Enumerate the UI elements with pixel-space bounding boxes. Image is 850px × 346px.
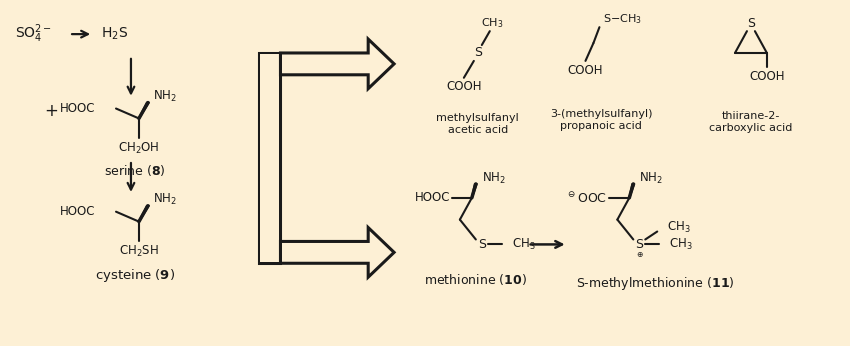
Text: serine ($\mathbf{8}$): serine ($\mathbf{8}$) <box>104 163 166 177</box>
Text: S: S <box>473 46 482 60</box>
Bar <box>258 53 280 263</box>
Text: S$-$CH$_3$: S$-$CH$_3$ <box>604 12 643 26</box>
Text: CH$_3$: CH$_3$ <box>667 220 691 235</box>
Text: 3-(methylsulfanyl): 3-(methylsulfanyl) <box>550 109 653 119</box>
Text: carboxylic acid: carboxylic acid <box>709 124 792 133</box>
Text: methylsulfanyl: methylsulfanyl <box>436 113 519 124</box>
Text: COOH: COOH <box>568 64 604 77</box>
Text: CH$_2$SH: CH$_2$SH <box>119 244 159 259</box>
Text: $^\ominus$OOC: $^\ominus$OOC <box>566 190 608 205</box>
Polygon shape <box>280 228 394 277</box>
Text: S: S <box>747 17 755 30</box>
Text: thiirane-2-: thiirane-2- <box>722 111 780 121</box>
Text: propanoic acid: propanoic acid <box>560 121 643 131</box>
Text: NH$_2$: NH$_2$ <box>639 171 663 185</box>
Text: SO$_4^{2-}$: SO$_4^{2-}$ <box>15 23 53 45</box>
Text: methionine ($\mathbf{10}$): methionine ($\mathbf{10}$) <box>424 272 527 286</box>
Text: $^\oplus$: $^\oplus$ <box>635 251 644 261</box>
Text: CH$_3$: CH$_3$ <box>480 16 503 30</box>
Text: cysteine ($\mathbf{9}$): cysteine ($\mathbf{9}$) <box>95 267 175 284</box>
Text: CH$_3$: CH$_3$ <box>512 237 536 252</box>
Polygon shape <box>280 39 394 89</box>
Text: NH$_2$: NH$_2$ <box>153 192 177 207</box>
Text: COOH: COOH <box>446 80 482 93</box>
Text: CH$_2$OH: CH$_2$OH <box>118 141 160 156</box>
Text: +: + <box>44 101 58 119</box>
Text: COOH: COOH <box>749 70 785 83</box>
Text: HOOC: HOOC <box>60 102 95 115</box>
Text: S: S <box>478 238 486 251</box>
Text: S-methylmethionine ($\mathbf{11}$): S-methylmethionine ($\mathbf{11}$) <box>576 275 734 292</box>
Text: NH$_2$: NH$_2$ <box>482 171 506 185</box>
Text: acetic acid: acetic acid <box>448 125 508 135</box>
Text: CH$_3$: CH$_3$ <box>669 237 693 252</box>
Text: HOOC: HOOC <box>60 205 95 218</box>
Text: H$_2$S: H$_2$S <box>101 26 128 42</box>
Text: HOOC: HOOC <box>415 191 450 204</box>
Text: S: S <box>635 238 643 251</box>
Bar <box>260 54 279 262</box>
Text: NH$_2$: NH$_2$ <box>153 89 177 104</box>
